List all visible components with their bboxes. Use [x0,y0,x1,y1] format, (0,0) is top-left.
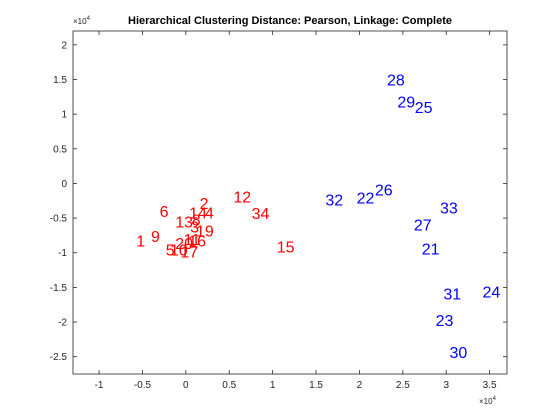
y-exponent-power: 4 [87,16,91,22]
point-label-27: 27 [414,217,432,234]
point-label-2: 2 [200,196,209,213]
x-tick-label: -1 [95,380,104,391]
x-tick-label: 3 [443,380,449,391]
x-exponent-base: ×10 [479,397,493,406]
point-label-10: 10 [170,242,188,259]
y-tick-label: -2 [58,318,67,329]
point-label-26: 26 [375,183,393,200]
point-label-4: 4 [205,206,214,223]
x-tick-label: -0.5 [134,380,152,391]
point-label-6: 6 [160,204,169,221]
y-tick-label: -2.5 [50,352,68,363]
x-exponent-power: 4 [493,396,497,402]
point-label-11: 11 [184,232,201,249]
point-label-23: 23 [436,313,454,330]
x-tick-label: 1.5 [309,380,323,391]
y-tick-label: -1.5 [50,283,68,294]
y-tick-label: 1.5 [53,75,67,86]
point-label-12: 12 [233,190,251,207]
y-tick-label: 1 [61,110,67,121]
point-label-24: 24 [482,285,500,302]
x-tick-label: 1 [270,380,276,391]
point-label-21: 21 [422,242,440,259]
point-label-28: 28 [387,73,405,90]
point-label-29: 29 [397,95,415,112]
y-exponent-base: ×10 [73,17,87,26]
x-tick-label: 0.5 [222,380,236,391]
x-tick-label: 2.5 [396,380,410,391]
point-label-33: 33 [440,201,458,218]
point-label-5: 5 [166,242,175,259]
point-label-34: 34 [252,206,270,223]
point-label-1: 1 [136,233,145,250]
y-axis-exponent: ×104 [73,16,91,26]
y-axis: 2 1.5 1 0.5 0 -0.5 -1 -1.5 -2 -2.5 [50,40,507,363]
point-label-3: 3 [190,219,199,236]
point-label-9: 9 [151,229,160,246]
point-label-32: 32 [325,192,343,209]
point-label-16: 16 [188,233,206,250]
x-tick-label: 0 [183,380,189,391]
point-label-25: 25 [415,100,433,117]
axes-box [72,30,508,375]
point-label-22: 22 [357,190,375,207]
x-tick-label: 3.5 [483,380,497,391]
point-label-19: 19 [196,224,214,241]
point-label-31: 31 [443,287,461,304]
y-tick-label: -1 [58,248,67,259]
point-label-30: 30 [449,345,467,362]
point-label-13: 13 [175,215,193,232]
point-label-14: 14 [189,206,207,223]
point-label-20: 20 [175,236,193,253]
y-tick-label: 0 [61,179,67,190]
point-label-17: 17 [180,244,198,261]
y-tick-label: 2 [61,40,67,51]
y-tick-label: -0.5 [50,214,68,225]
y-tick-label: 0.5 [53,144,67,155]
x-tick-label: 2 [357,380,363,391]
chart-title: Hierarchical Clustering Distance: Pearso… [128,15,452,27]
x-axis: -1 -0.5 0 0.5 1 1.5 2 2.5 3 3.5 [95,31,497,391]
point-label-8: 8 [192,212,201,229]
point-label-15: 15 [277,240,295,257]
x-axis-exponent: ×104 [479,396,497,406]
